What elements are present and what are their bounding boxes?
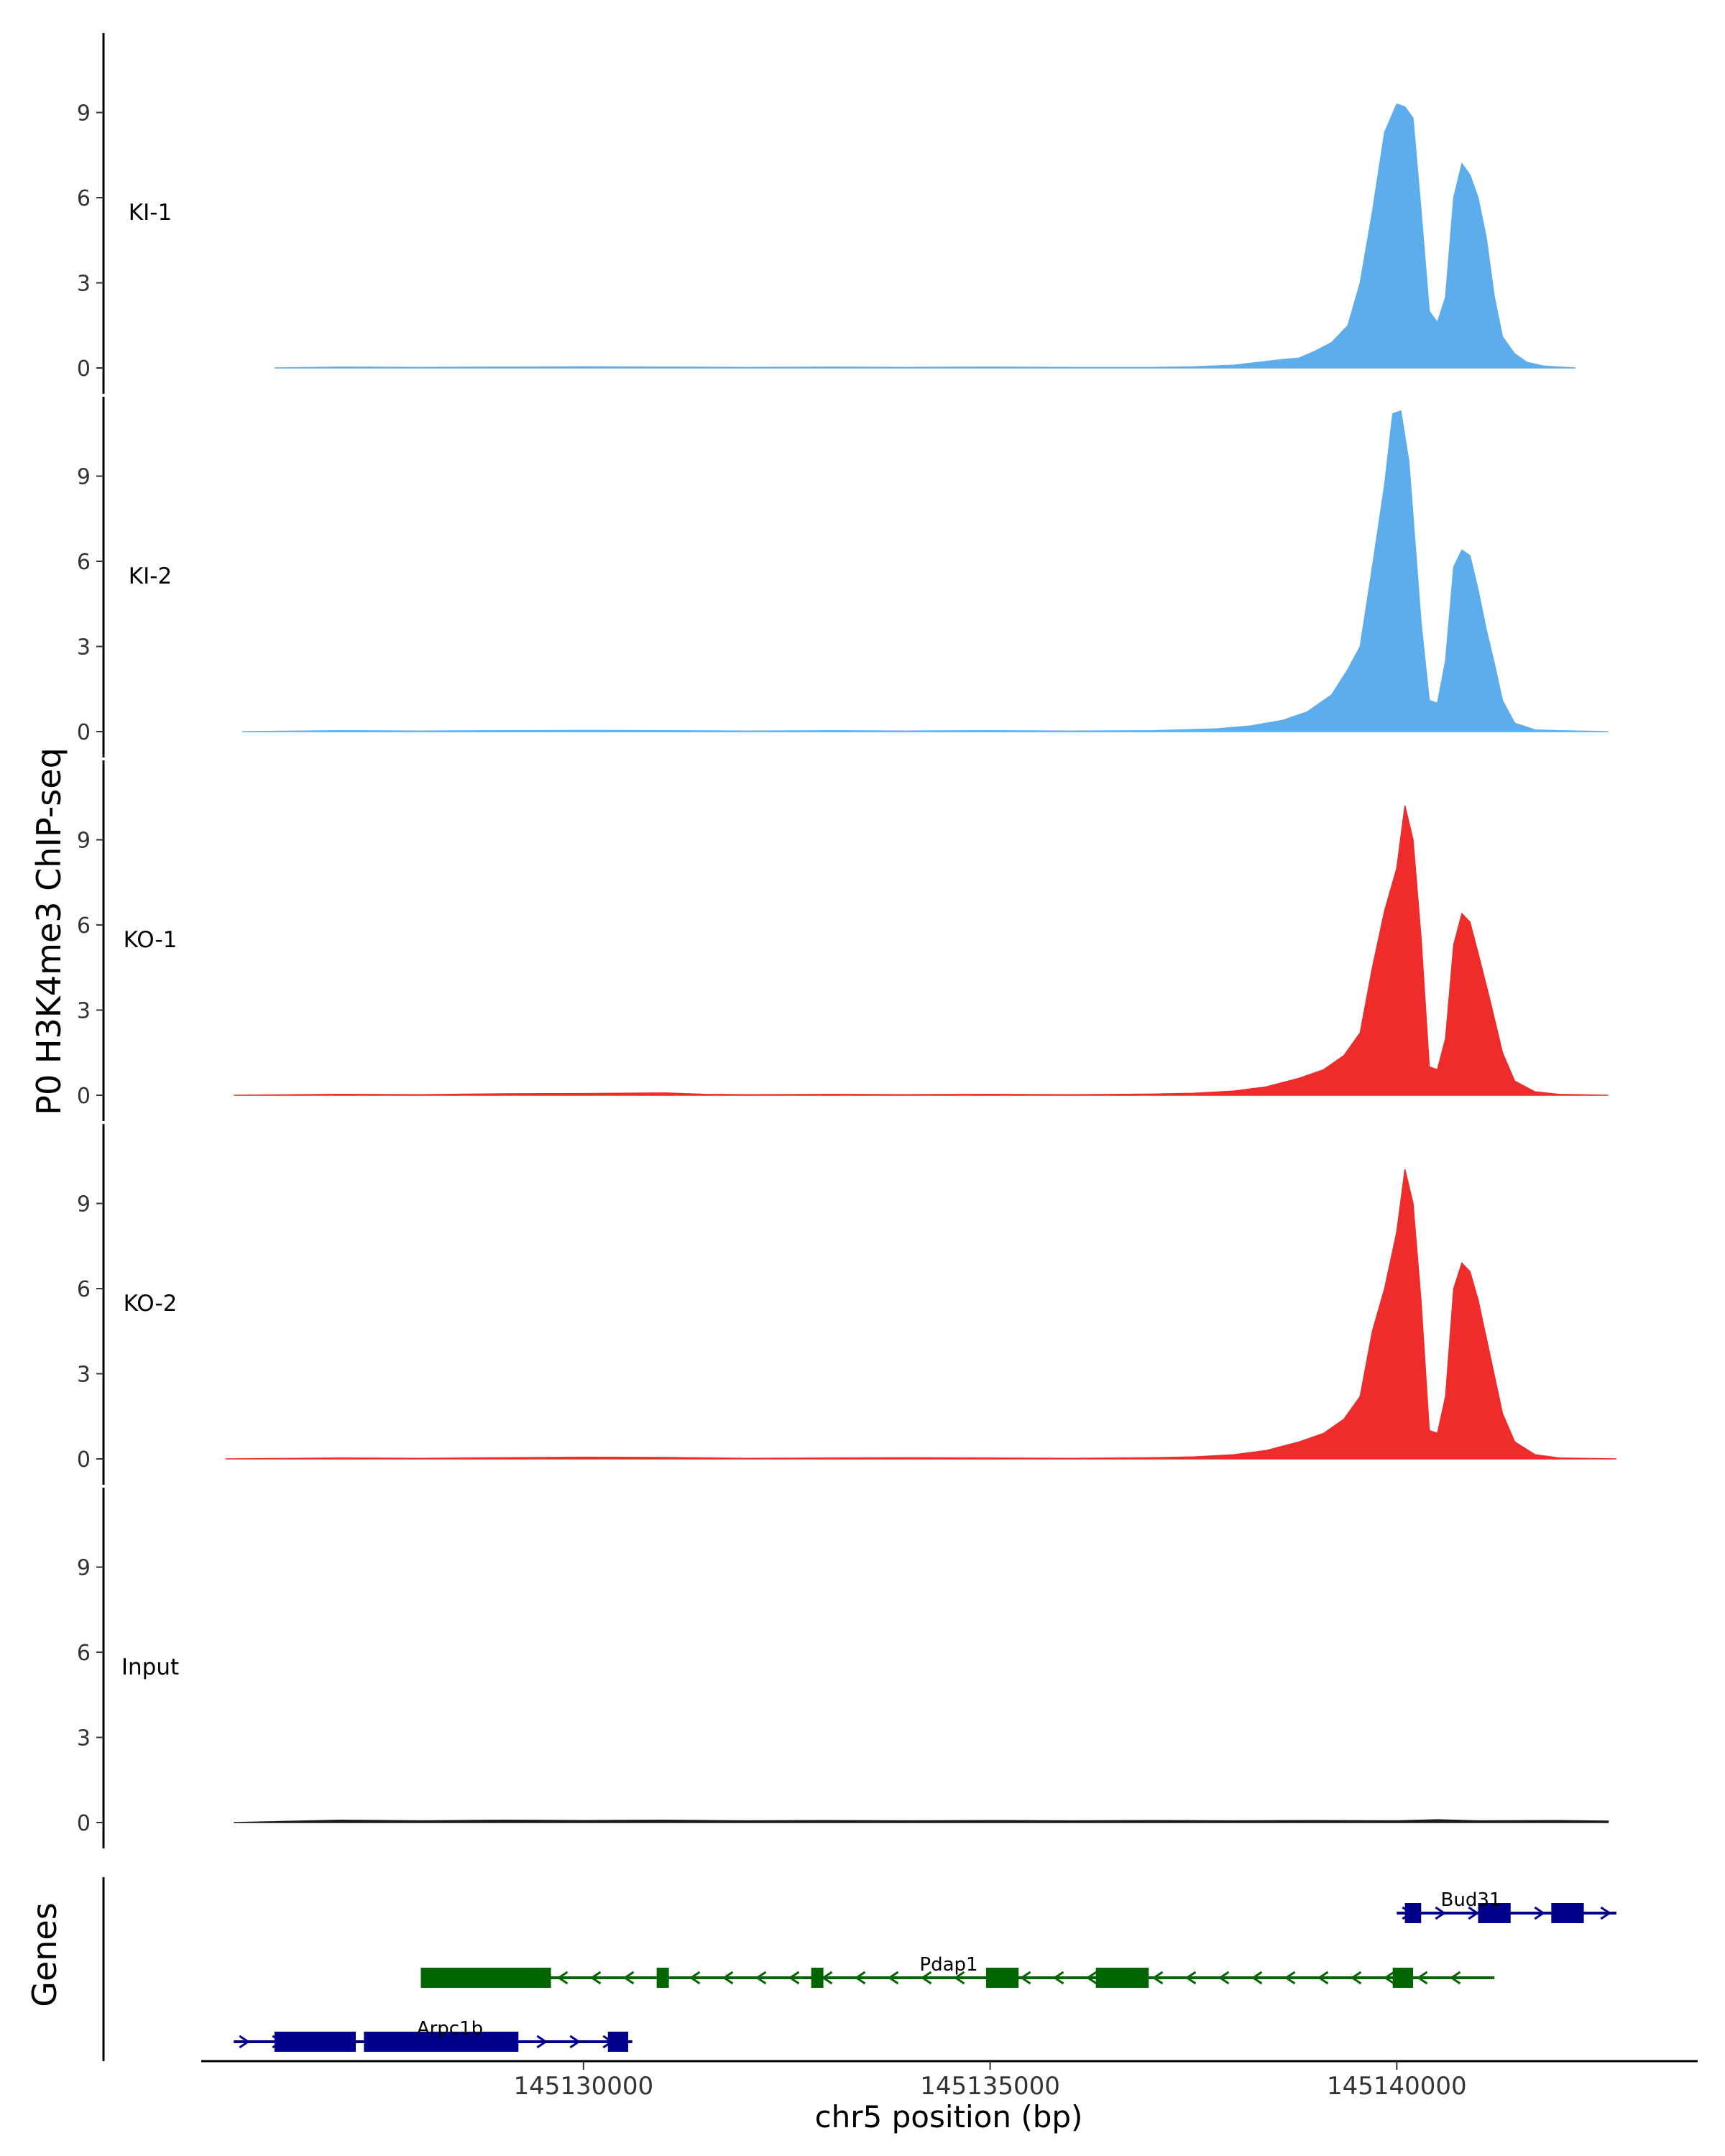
y-tick-label: 9 [77, 1192, 91, 1217]
y-tick-label: 6 [77, 913, 91, 939]
strand-arrow-icon [536, 2035, 548, 2049]
track-label: Input [121, 1654, 179, 1680]
gene-name-label: Pdap1 [919, 1954, 978, 1976]
y-tick-label: 9 [77, 829, 91, 854]
y-tick-label: 3 [77, 1726, 91, 1751]
y-tick-label: 0 [77, 1084, 91, 1109]
strand-arrow-icon [622, 1971, 635, 1985]
track-label: KO-2 [124, 1291, 178, 1317]
y-tick-label: 9 [77, 101, 91, 126]
strand-arrow-icon [920, 1971, 932, 1985]
signal-area-input [234, 1819, 1609, 1823]
gene-exon [985, 1968, 1019, 1988]
strand-arrow-icon [755, 1971, 767, 1985]
gene-annotation-track: Bud31 Pdap1 Arpc1b [102, 1877, 1616, 2061]
track-ko-2: 0 3 6 9 KO-2 [77, 1124, 1616, 1485]
signal-area-ki-2 [242, 410, 1609, 732]
strand-arrow-icon [788, 1971, 800, 1985]
x-axis-label: chr5 position (bp) [815, 2099, 1083, 2134]
gene-pdap1: Pdap1 [420, 1954, 1495, 1988]
strand-arrow-icon [953, 1971, 965, 1985]
signal-area-ko-2 [225, 1169, 1616, 1460]
strand-arrow-icon [854, 1971, 866, 1985]
track-label: KI-2 [129, 563, 172, 589]
gene-exon [811, 1968, 824, 1988]
y-tick-label: 0 [77, 1811, 91, 1836]
strand-arrow-icon [1317, 1971, 1329, 1985]
gene-exon [274, 2032, 356, 2052]
strand-arrow-icon [1019, 1971, 1031, 1985]
y-tick-label: 3 [77, 635, 91, 660]
gene-arpc1b: Arpc1b [234, 2018, 632, 2052]
signal-area-ko-1 [234, 806, 1609, 1096]
strand-arrow-icon [1052, 1971, 1064, 1985]
y-tick-label: 0 [77, 356, 91, 382]
strand-arrow-icon [1350, 1971, 1362, 1985]
y-tick-label: 3 [77, 272, 91, 297]
y-tick-label: 6 [77, 1641, 91, 1666]
strand-arrow-icon [689, 1971, 701, 1985]
gene-exon [364, 2032, 519, 2052]
track-input: 0 3 6 9 Input [77, 1488, 1609, 1848]
strand-arrow-icon [1284, 1971, 1296, 1985]
strand-arrow-icon [569, 2035, 581, 2049]
gene-exon [1095, 1968, 1149, 1988]
y-tick-label: 9 [77, 465, 91, 490]
gene-bud31: Bud31 [1397, 1889, 1616, 1923]
y-tick-label: 6 [77, 550, 91, 575]
y-tick-label: 9 [77, 1556, 91, 1581]
gene-exon [656, 1968, 669, 1988]
track-ki-1: 0 3 6 9 KI-1 [77, 33, 1576, 394]
strand-arrow-icon [1251, 1971, 1263, 1985]
strand-arrow-icon [1449, 1971, 1461, 1985]
strand-arrow-icon [239, 2035, 250, 2049]
strand-arrow-icon [1184, 1971, 1197, 1985]
y-tick-label: 6 [77, 186, 91, 211]
gene-exon [1404, 1903, 1422, 1923]
strand-arrow-icon [556, 1971, 569, 1985]
gene-exon [1392, 1968, 1413, 1988]
strand-arrow-icon [1085, 1971, 1098, 1985]
strand-arrow-icon [1435, 1906, 1447, 1920]
x-axis: 145130000 145135000 145140000 [201, 2060, 1698, 2101]
strand-arrow-icon [722, 1971, 734, 1985]
track-ki-2: 0 3 6 9 KI-2 [77, 397, 1609, 757]
track-ko-1: 0 3 6 9 KO-1 [77, 760, 1609, 1121]
genes-track-label: Genes [25, 1902, 64, 2007]
strand-arrow-icon [1468, 1906, 1480, 1920]
y-tick-label: 3 [77, 999, 91, 1024]
strand-arrow-icon [1600, 1906, 1612, 1920]
gene-exon [1551, 1903, 1584, 1923]
gene-exon [1478, 1903, 1511, 1923]
y-tick-label: 6 [77, 1277, 91, 1302]
strand-arrow-icon [887, 1971, 899, 1985]
signal-area-ki-1 [274, 103, 1576, 369]
y-tick-label: 0 [77, 720, 91, 745]
gene-exon [607, 2032, 629, 2052]
strand-arrow-icon [1218, 1971, 1230, 1985]
signal-tracks: 0 3 6 9 KI-1 0 3 6 9 KI-2 0 3 6 9 KO-1 0 3 6 9 KO-2 0 3 6 9 Inpu… [77, 33, 1616, 1848]
x-tick-label: 145140000 [1327, 2072, 1467, 2101]
y-axis-label: P0 H3K4me3 ChIP-seq [29, 747, 68, 1115]
gene-name-label: Bud31 [1441, 1889, 1501, 1911]
strand-arrow-icon [1151, 1971, 1164, 1985]
gene-name-label: Arpc1b [417, 2018, 483, 2040]
x-tick-label: 145130000 [513, 2072, 653, 2101]
gene-exon [420, 1968, 551, 1988]
strand-arrow-icon [589, 1971, 602, 1985]
y-tick-label: 3 [77, 1363, 91, 1388]
track-label: KI-1 [129, 200, 172, 226]
strand-arrow-icon [1383, 1971, 1395, 1985]
x-tick-label: 145135000 [920, 2072, 1060, 2101]
track-label: KO-1 [124, 927, 178, 953]
strand-arrow-icon [1416, 1971, 1428, 1985]
y-tick-label: 0 [77, 1447, 91, 1473]
strand-arrow-icon [1534, 1906, 1546, 1920]
